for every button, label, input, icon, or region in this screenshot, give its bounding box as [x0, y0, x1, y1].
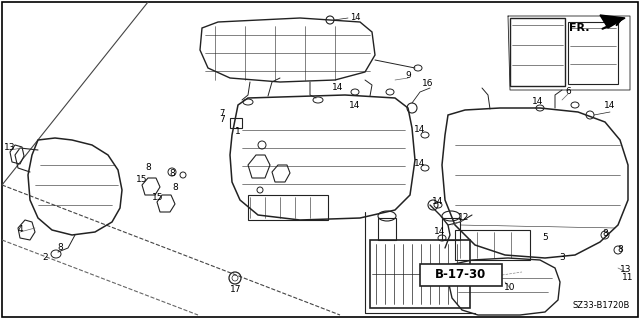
Text: 8: 8 — [602, 229, 608, 239]
Text: 16: 16 — [422, 79, 434, 88]
Text: 14: 14 — [604, 101, 616, 110]
Text: 8: 8 — [145, 164, 151, 173]
Text: 1: 1 — [235, 128, 241, 137]
Bar — [455, 230, 530, 260]
Text: 12: 12 — [458, 213, 470, 222]
Bar — [230, 118, 242, 128]
Text: 10: 10 — [504, 283, 516, 292]
Text: 17: 17 — [230, 285, 242, 293]
Text: 6: 6 — [565, 87, 571, 97]
Text: B-17-30: B-17-30 — [435, 269, 486, 281]
Bar — [568, 22, 618, 84]
Bar — [370, 240, 470, 308]
Bar — [378, 218, 396, 240]
Text: 8: 8 — [617, 246, 623, 255]
Text: 14: 14 — [532, 98, 544, 107]
Text: 8: 8 — [172, 183, 178, 192]
Text: 14: 14 — [349, 13, 360, 23]
Text: 4: 4 — [17, 226, 23, 234]
Text: SZ33-B1720B: SZ33-B1720B — [573, 301, 630, 310]
Text: 9: 9 — [405, 71, 411, 80]
Bar — [510, 18, 565, 86]
Text: 14: 14 — [435, 227, 445, 236]
Text: 11: 11 — [622, 272, 634, 281]
Text: 7: 7 — [219, 115, 225, 123]
Text: 8: 8 — [169, 168, 175, 177]
Text: 15: 15 — [152, 192, 164, 202]
Text: 3: 3 — [559, 254, 565, 263]
Text: 14: 14 — [414, 125, 426, 135]
Text: 14: 14 — [414, 159, 426, 167]
Text: 8: 8 — [57, 243, 63, 253]
Text: 7: 7 — [220, 109, 225, 118]
Text: 14: 14 — [432, 197, 444, 206]
Bar — [442, 218, 460, 240]
Bar — [248, 195, 328, 220]
Text: 2: 2 — [42, 254, 48, 263]
Text: 14: 14 — [332, 84, 344, 93]
Bar — [420, 264, 502, 286]
Text: 14: 14 — [349, 100, 361, 109]
Text: FR.: FR. — [570, 23, 590, 33]
Text: 13: 13 — [620, 265, 632, 275]
Polygon shape — [600, 15, 625, 28]
Text: 13: 13 — [4, 144, 16, 152]
Text: 15: 15 — [136, 175, 148, 184]
Text: 5: 5 — [542, 234, 548, 242]
